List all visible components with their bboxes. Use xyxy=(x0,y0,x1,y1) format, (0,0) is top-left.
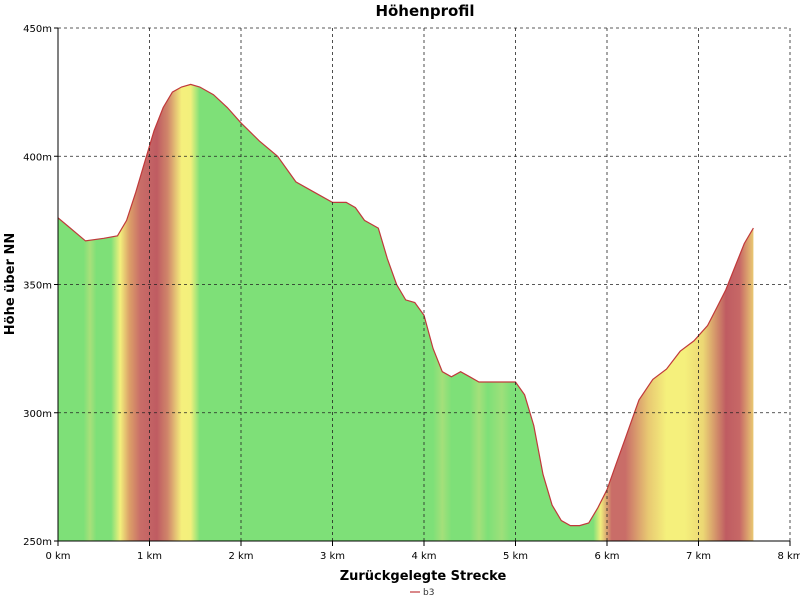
x-tick-label: 1 km xyxy=(137,551,162,562)
plot-area xyxy=(57,83,754,542)
x-tick-label: 0 km xyxy=(45,551,70,562)
y-tick-label: 400m xyxy=(23,152,52,163)
y-axis-title: Höhe über NN xyxy=(3,233,18,335)
x-tick-label: 3 km xyxy=(320,551,345,562)
x-tick-label: 7 km xyxy=(686,551,711,562)
x-tick-label: 8 km xyxy=(777,551,800,562)
x-tick-label: 5 km xyxy=(503,551,528,562)
y-axis-ticks: 250m 300m 350m 400m 450m xyxy=(23,24,58,548)
elevation-area xyxy=(58,84,754,542)
chart-title: Höhenprofil xyxy=(375,2,474,20)
x-axis-ticks: 0 km 1 km 2 km 3 km 4 km 5 km 6 km 7 km 8 km xyxy=(45,541,800,562)
y-tick-label: 300m xyxy=(23,409,52,420)
legend-label-b3: b3 xyxy=(423,588,434,598)
y-tick-label: 250m xyxy=(23,537,52,548)
grid xyxy=(57,27,791,542)
y-tick-label: 350m xyxy=(23,281,52,292)
legend: b3 xyxy=(410,588,434,598)
y-tick-label: 450m xyxy=(23,24,52,35)
x-tick-label: 4 km xyxy=(411,551,436,562)
x-tick-label: 6 km xyxy=(594,551,619,562)
x-tick-label: 2 km xyxy=(228,551,253,562)
x-axis-title: Zurückgelegte Strecke xyxy=(340,569,507,584)
